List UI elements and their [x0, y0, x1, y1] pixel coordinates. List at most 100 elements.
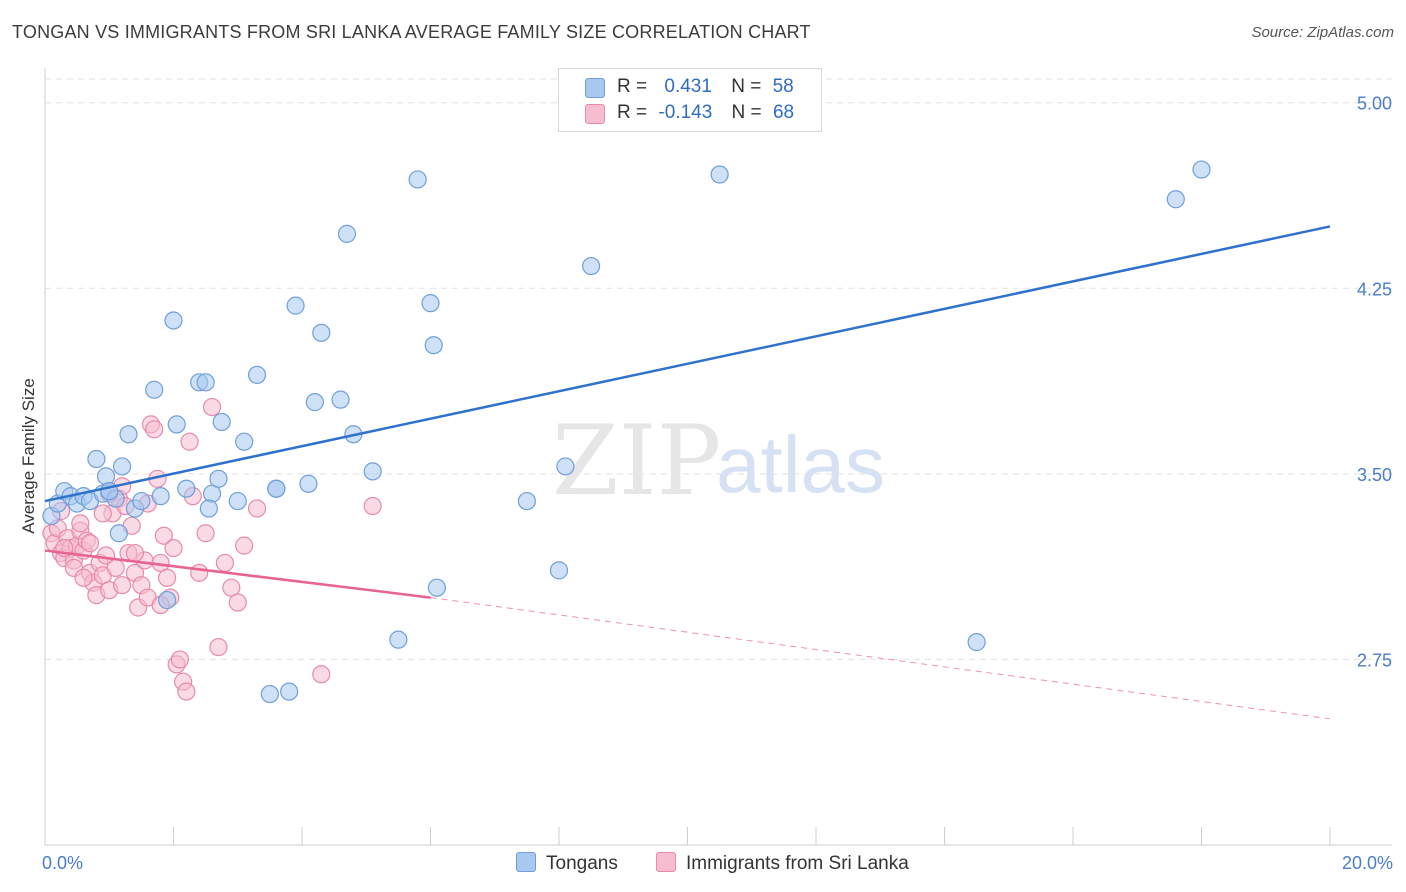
tongan-point — [967, 633, 986, 652]
sri-lanka-point — [235, 536, 254, 555]
data-points — [42, 160, 1211, 704]
watermark: ZIP atlas — [552, 405, 885, 517]
tongan-point — [235, 432, 254, 451]
tongan-point — [212, 412, 231, 432]
tongan-point — [305, 393, 324, 412]
chart-source: Source: ZipAtlas.com — [1251, 24, 1394, 41]
tongan-point — [167, 415, 186, 434]
tongan-point — [389, 630, 408, 649]
tongan-point — [280, 682, 299, 701]
sri-lanka-point — [247, 499, 267, 518]
trend-lines — [44, 225, 1331, 720]
stats-legend: R = 0.431 N = 58 R = -0.143 N = 68 — [558, 68, 822, 132]
chart-title: TONGAN VS IMMIGRANTS FROM SRI LANKA AVER… — [12, 22, 811, 42]
tongan-point — [582, 256, 601, 276]
sri-lanka-point — [93, 504, 112, 523]
sri-lanka-point — [196, 524, 215, 543]
sri-lanka-point — [170, 650, 190, 669]
sri-lanka-point — [157, 568, 177, 587]
sri-lanka-point — [164, 538, 183, 558]
sri-lanka-point — [80, 534, 100, 553]
y-tick-label: 5.00 — [1357, 94, 1392, 114]
bottom-legend-sri-lanka[interactable]: Immigrants from Sri Lanka — [656, 852, 909, 875]
x-tick-label: 20.0% — [1342, 853, 1393, 873]
axes — [44, 68, 1392, 846]
tongan-trend-line — [44, 225, 1331, 503]
x-tick-label: 0.0% — [42, 853, 83, 873]
legend-r-label: R = — [617, 76, 648, 97]
sri-lanka-point — [215, 553, 234, 573]
axis-labels: Average Family Size 2.75 3.50 4.25 5.00 0.0%… — [19, 94, 1393, 873]
tongan-point — [363, 462, 382, 481]
watermark-atlas: atlas — [716, 420, 885, 509]
sri-lanka-point — [177, 682, 196, 701]
watermark-zip: ZIP — [552, 405, 721, 517]
sri-lanka-point — [112, 576, 132, 595]
tongan-point — [151, 487, 170, 506]
tongan-point — [424, 336, 443, 355]
sri-lanka-point — [180, 432, 199, 451]
bottom-legend-tongans[interactable]: Tongans — [516, 852, 618, 875]
y-axis-label: Average Family Size — [19, 378, 38, 534]
tongan-point — [112, 457, 132, 476]
sri-lanka-point — [363, 496, 382, 516]
tongan-point — [286, 296, 305, 315]
sri-lanka-point — [154, 526, 173, 545]
legend-n-label: N = — [731, 102, 762, 123]
tongan-point — [109, 524, 128, 543]
legend-n-value: 58 — [772, 76, 794, 97]
sri-lanka-point — [228, 593, 247, 612]
tongan-point — [1192, 160, 1211, 179]
tongan-point — [247, 365, 267, 385]
sri-lanka-point — [209, 637, 228, 657]
tongan-point — [87, 449, 106, 469]
tongan-point — [164, 311, 183, 330]
tongan-point — [260, 684, 279, 704]
sri-lanka-point — [312, 665, 331, 684]
tongan-point — [710, 165, 729, 184]
tongan-point — [196, 373, 215, 392]
y-tick-label: 2.75 — [1357, 650, 1392, 670]
tongan-point — [157, 590, 177, 610]
legend-swatch-sri-lanka — [656, 852, 676, 872]
y-tick-label: 4.25 — [1357, 279, 1392, 299]
legend-swatch-sri-lanka — [585, 104, 605, 124]
sri-lanka-point — [145, 420, 164, 439]
sri-lanka-point — [106, 558, 125, 577]
tongan-point — [96, 467, 116, 486]
tongan-point — [337, 224, 357, 243]
legend-label-sri-lanka: Immigrants from Sri Lanka — [686, 853, 909, 874]
tongan-point — [228, 491, 247, 511]
tongan-point — [331, 390, 350, 409]
legend-r-label: R = — [617, 102, 648, 123]
tongan-point — [119, 425, 138, 444]
tongan-point — [517, 491, 536, 511]
tongan-point — [267, 479, 286, 498]
tongan-point — [132, 491, 151, 511]
tongan-point — [427, 578, 447, 597]
legend-r-value: -0.143 — [658, 102, 713, 123]
tongan-point — [312, 323, 331, 342]
sri-lanka-point — [190, 563, 209, 582]
tongan-point — [408, 170, 427, 189]
legend-label-tongans: Tongans — [546, 853, 618, 874]
tongan-point — [199, 499, 218, 518]
tongan-point — [209, 469, 228, 488]
legend-swatch-tongans — [516, 852, 536, 872]
legend-n-value: 68 — [772, 102, 795, 123]
tongan-point — [421, 294, 440, 313]
sri-lanka-point — [125, 543, 145, 563]
tongan-point — [177, 479, 196, 498]
tongan-point — [556, 457, 575, 476]
sri-lanka-point — [71, 514, 90, 533]
tongan-point — [299, 474, 318, 493]
sri-lanka-point — [202, 397, 222, 417]
legend-swatch-tongans — [585, 78, 605, 98]
sri-lanka-point — [74, 568, 93, 587]
legend-r-value: 0.431 — [664, 76, 712, 97]
sri-lanka-trend-extension — [430, 597, 1331, 720]
tongan-point — [549, 561, 569, 580]
y-tick-label: 3.50 — [1357, 465, 1392, 485]
tongan-point — [1166, 190, 1185, 209]
